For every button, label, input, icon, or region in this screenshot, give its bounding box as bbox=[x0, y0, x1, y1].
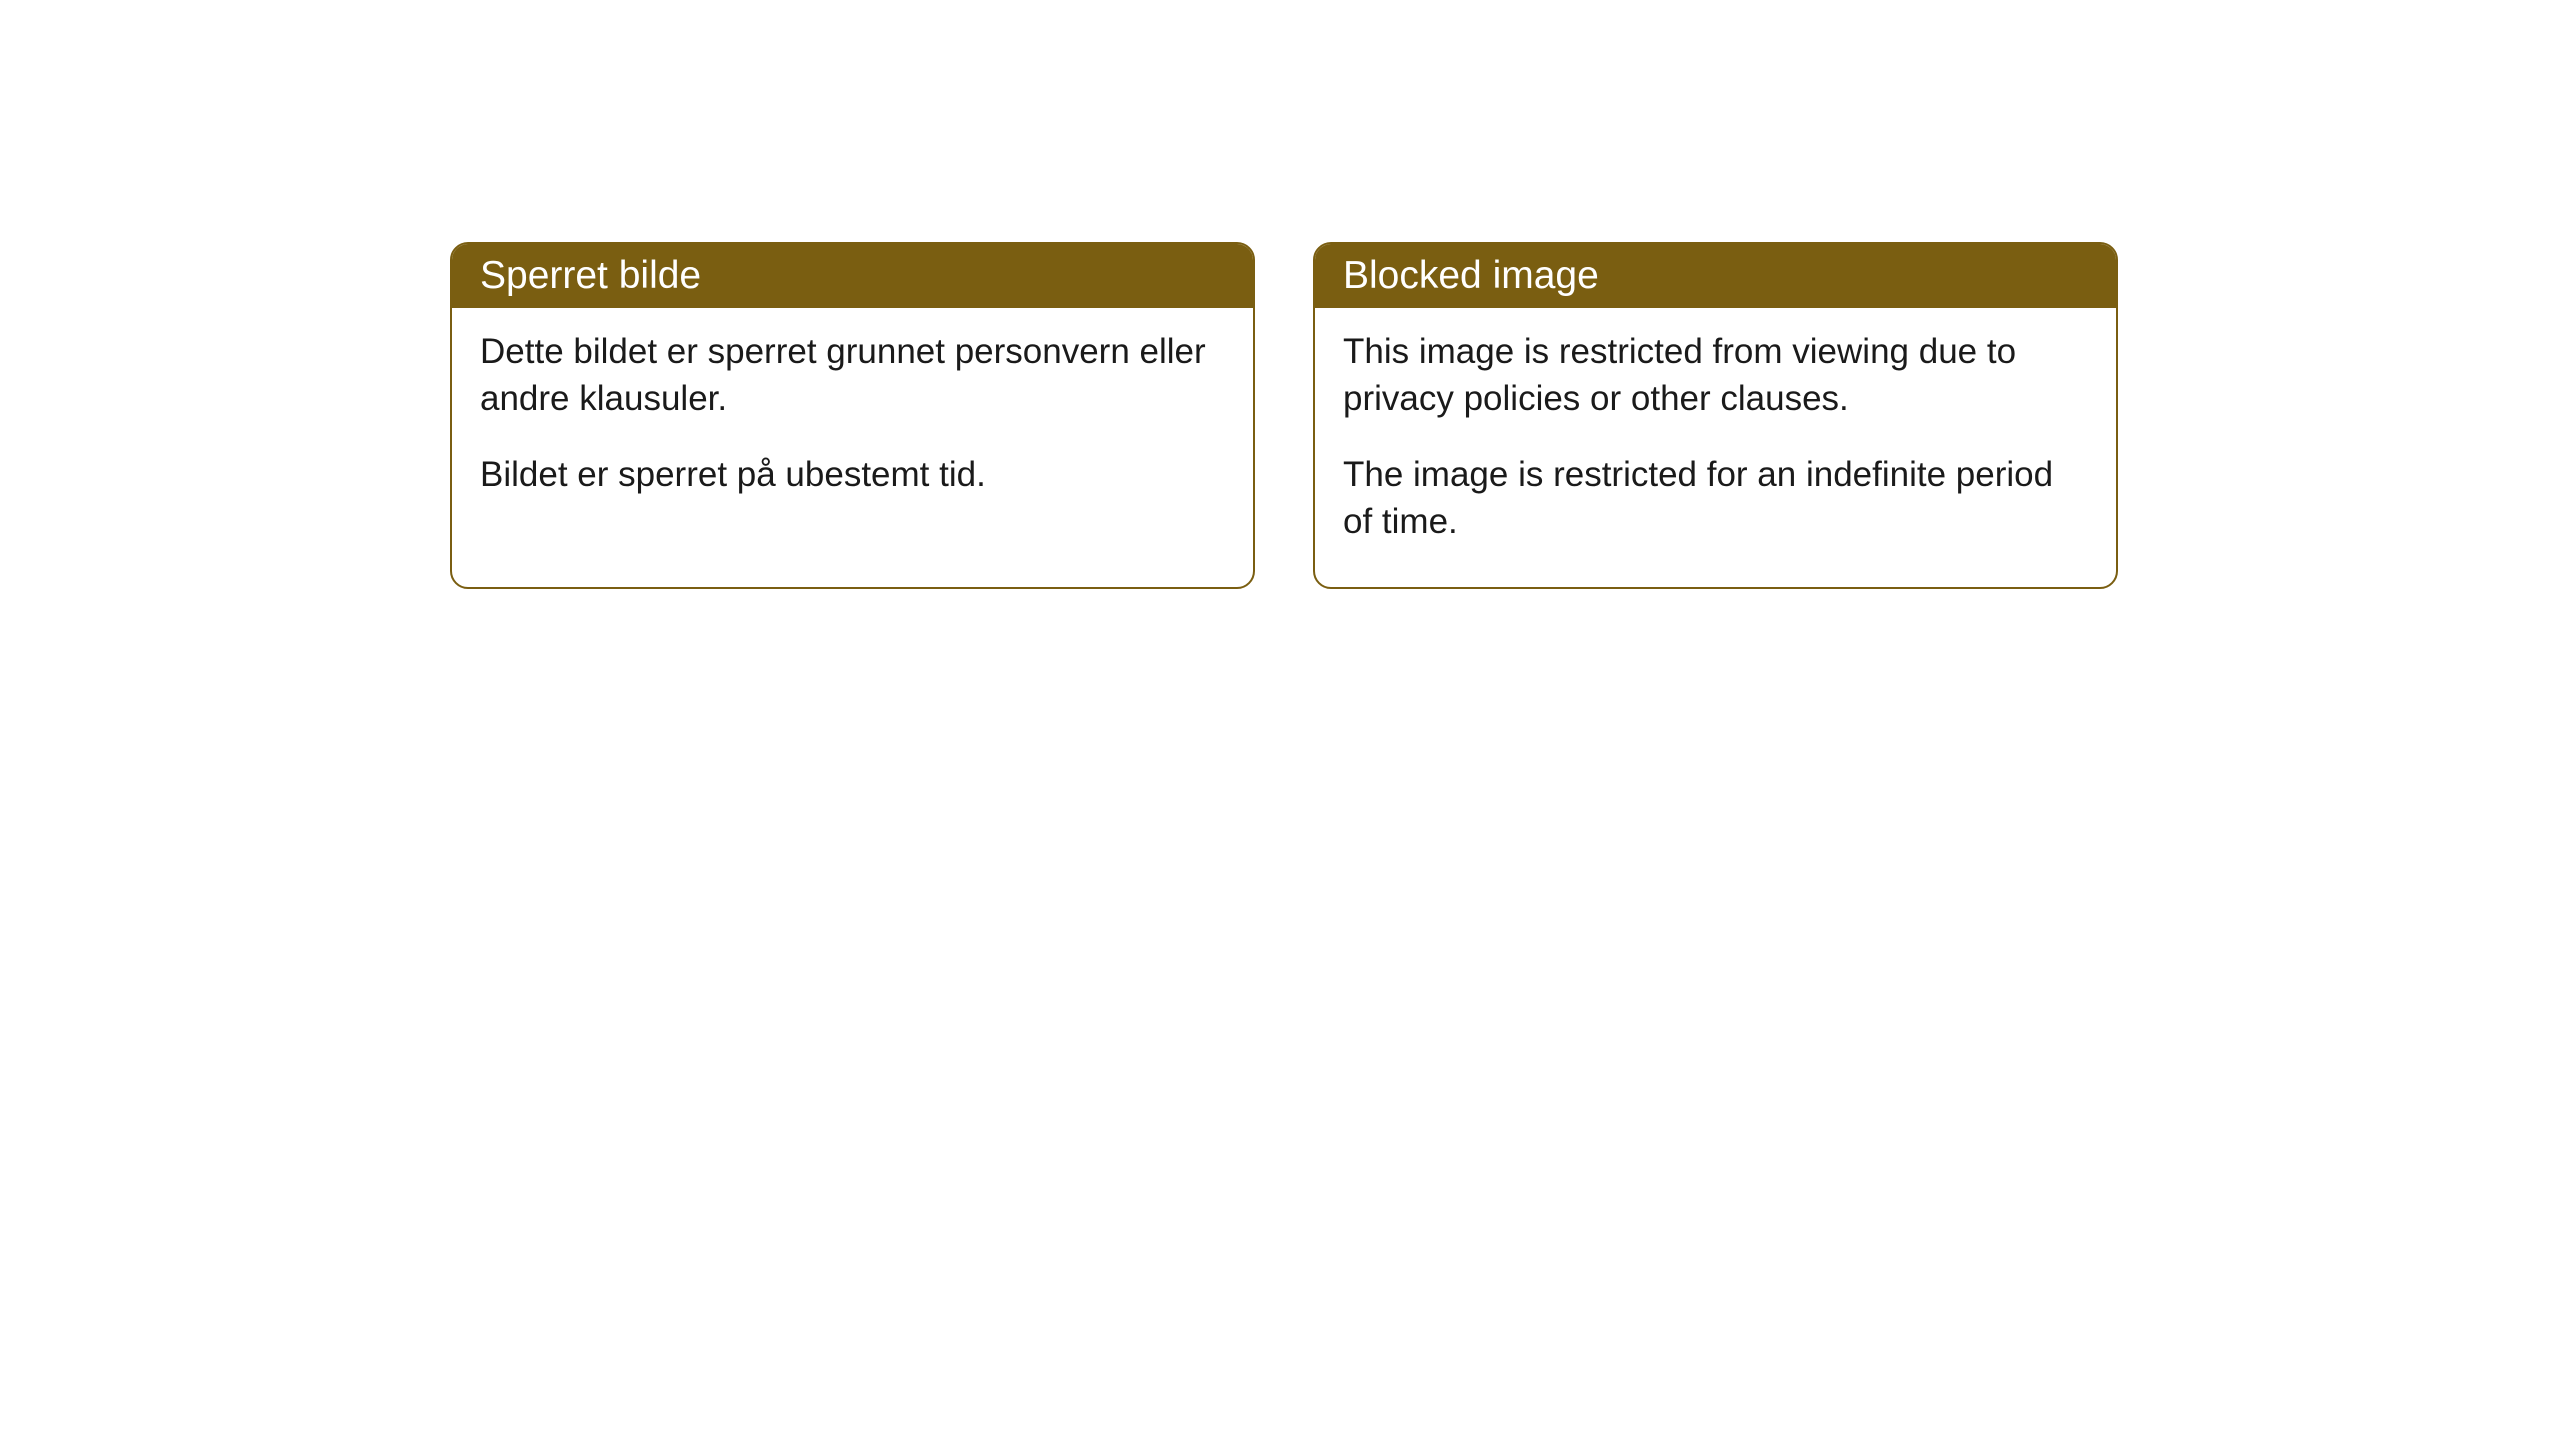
card-text-norwegian-2: Bildet er sperret på ubestemt tid. bbox=[480, 451, 1225, 498]
card-header-norwegian: Sperret bilde bbox=[452, 244, 1253, 308]
blocked-image-card-norwegian: Sperret bilde Dette bildet er sperret gr… bbox=[450, 242, 1255, 589]
card-text-english-1: This image is restricted from viewing du… bbox=[1343, 328, 2088, 423]
card-body-norwegian: Dette bildet er sperret grunnet personve… bbox=[452, 308, 1253, 540]
blocked-image-card-english: Blocked image This image is restricted f… bbox=[1313, 242, 2118, 589]
card-header-english: Blocked image bbox=[1315, 244, 2116, 308]
card-text-norwegian-1: Dette bildet er sperret grunnet personve… bbox=[480, 328, 1225, 423]
cards-container: Sperret bilde Dette bildet er sperret gr… bbox=[450, 242, 2118, 589]
card-text-english-2: The image is restricted for an indefinit… bbox=[1343, 451, 2088, 546]
card-body-english: This image is restricted from viewing du… bbox=[1315, 308, 2116, 587]
